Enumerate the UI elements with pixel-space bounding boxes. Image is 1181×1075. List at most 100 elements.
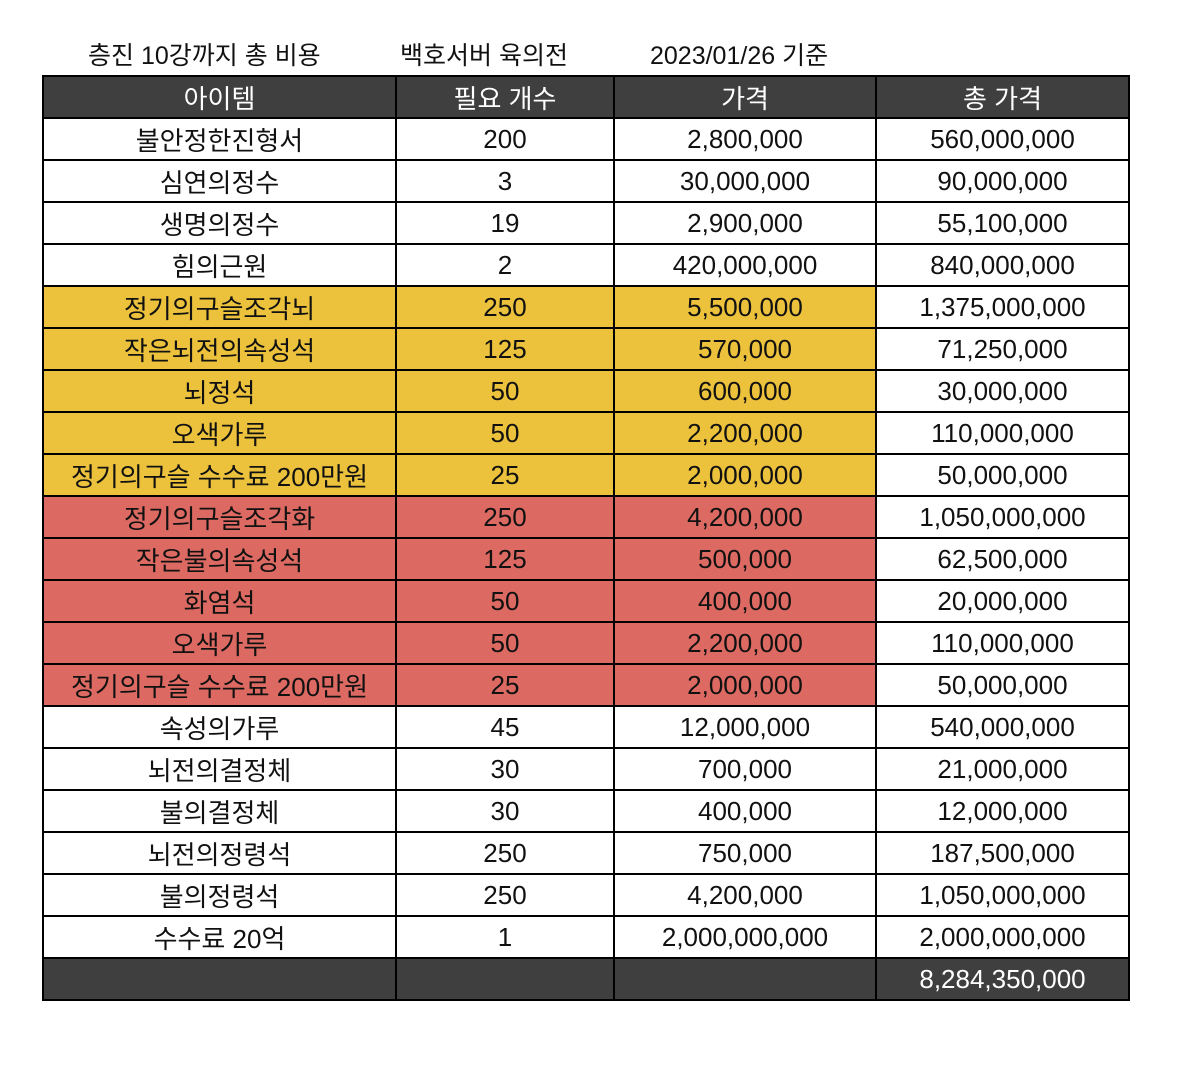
- total-cell: 110,000,000: [875, 411, 1130, 455]
- total-cell: 30,000,000: [875, 369, 1130, 413]
- total-cell: 840,000,000: [875, 243, 1130, 287]
- count-cell: 2: [395, 243, 615, 287]
- item-cell: 뇌전의정령석: [42, 831, 397, 875]
- price-cell: 5,500,000: [613, 285, 877, 329]
- total-cell: 62,500,000: [875, 537, 1130, 581]
- price-cell: 420,000,000: [613, 243, 877, 287]
- item-cell: 힘의근원: [42, 243, 397, 287]
- table-row: 불안정한진형서 200 2,800,000 560,000,000: [42, 117, 1130, 161]
- count-cell: 50: [395, 621, 615, 665]
- header-item: 아이템: [42, 75, 397, 119]
- table-row: 생명의정수 19 2,900,000 55,100,000: [42, 201, 1130, 245]
- count-cell: 250: [395, 285, 615, 329]
- grand-total-cell: 8,284,350,000: [875, 957, 1130, 1001]
- price-cell: 2,000,000: [613, 663, 877, 707]
- count-cell: 25: [395, 663, 615, 707]
- count-cell: 1: [395, 915, 615, 959]
- count-cell: 45: [395, 705, 615, 749]
- table-row: 정기의구슬 수수료 200만원 25 2,000,000 50,000,000: [42, 663, 1130, 707]
- table-row: 불의결정체 30 400,000 12,000,000: [42, 789, 1130, 833]
- item-cell: 정기의구슬조각화: [42, 495, 397, 539]
- item-cell: 생명의정수: [42, 201, 397, 245]
- count-cell: 125: [395, 327, 615, 371]
- count-cell: 125: [395, 537, 615, 581]
- item-cell: 뇌정석: [42, 369, 397, 413]
- total-cell: 20,000,000: [875, 579, 1130, 623]
- price-cell: 400,000: [613, 789, 877, 833]
- total-cell: 71,250,000: [875, 327, 1130, 371]
- count-cell: 25: [395, 453, 615, 497]
- item-cell: 작은뇌전의속성석: [42, 327, 397, 371]
- total-cell: 90,000,000: [875, 159, 1130, 203]
- price-cell: 4,200,000: [613, 873, 877, 917]
- price-cell: 30,000,000: [613, 159, 877, 203]
- table-header-row: 아이템 필요 개수 가격 총 가격: [42, 75, 1130, 119]
- total-cell: 2,000,000,000: [875, 915, 1130, 959]
- footer-empty-price: [613, 957, 877, 1001]
- item-cell: 정기의구슬조각뇌: [42, 285, 397, 329]
- table-row: 속성의가루 45 12,000,000 540,000,000: [42, 705, 1130, 749]
- total-cell: 50,000,000: [875, 663, 1130, 707]
- table-footer-row: 8,284,350,000: [42, 957, 1130, 1001]
- table-row: 불의정령석 250 4,200,000 1,050,000,000: [42, 873, 1130, 917]
- count-cell: 19: [395, 201, 615, 245]
- total-cell: 110,000,000: [875, 621, 1130, 665]
- count-cell: 50: [395, 579, 615, 623]
- total-cell: 50,000,000: [875, 453, 1130, 497]
- item-cell: 속성의가루: [42, 705, 397, 749]
- table-row: 뇌정석 50 600,000 30,000,000: [42, 369, 1130, 413]
- total-cell: 1,375,000,000: [875, 285, 1130, 329]
- header-price: 가격: [613, 75, 877, 119]
- price-cell: 750,000: [613, 831, 877, 875]
- item-cell: 불의정령석: [42, 873, 397, 917]
- footer-empty-item: [42, 957, 397, 1001]
- total-cell: 540,000,000: [875, 705, 1130, 749]
- price-cell: 2,200,000: [613, 621, 877, 665]
- price-cell: 2,200,000: [613, 411, 877, 455]
- item-cell: 심연의정수: [42, 159, 397, 203]
- server-label: 백호서버 육의전: [400, 42, 568, 70]
- item-cell: 뇌전의결정체: [42, 747, 397, 791]
- table-row: 오색가루 50 2,200,000 110,000,000: [42, 411, 1130, 455]
- price-cell: 12,000,000: [613, 705, 877, 749]
- count-cell: 30: [395, 747, 615, 791]
- total-cell: 12,000,000: [875, 789, 1130, 833]
- header-count: 필요 개수: [395, 75, 615, 119]
- price-cell: 400,000: [613, 579, 877, 623]
- date-label: 2023/01/26 기준: [650, 42, 829, 70]
- count-cell: 30: [395, 789, 615, 833]
- total-cell: 21,000,000: [875, 747, 1130, 791]
- table-row: 정기의구슬조각뇌 250 5,500,000 1,375,000,000: [42, 285, 1130, 329]
- price-cell: 700,000: [613, 747, 877, 791]
- table-row: 힘의근원 2 420,000,000 840,000,000: [42, 243, 1130, 287]
- price-cell: 4,200,000: [613, 495, 877, 539]
- price-cell: 2,900,000: [613, 201, 877, 245]
- item-cell: 오색가루: [42, 621, 397, 665]
- price-cell: 2,000,000: [613, 453, 877, 497]
- item-cell: 화염석: [42, 579, 397, 623]
- table-body: 불안정한진형서 200 2,800,000 560,000,000 심연의정수 3 30,0…: [42, 117, 1130, 959]
- price-cell: 600,000: [613, 369, 877, 413]
- table-row: 정기의구슬조각화 250 4,200,000 1,050,000,000: [42, 495, 1130, 539]
- title-bar: 층진 10강까지 총 비용 백호서버 육의전 2023/01/26 기준: [0, 0, 1181, 75]
- count-cell: 200: [395, 117, 615, 161]
- total-cell: 1,050,000,000: [875, 495, 1130, 539]
- price-cell: 500,000: [613, 537, 877, 581]
- page-title: 층진 10강까지 총 비용: [88, 42, 321, 70]
- item-cell: 불의결정체: [42, 789, 397, 833]
- cost-table: 아이템 필요 개수 가격 총 가격 불안정한진형서 200 2,800,000 560…: [42, 75, 1130, 1001]
- item-cell: 수수료 20억: [42, 915, 397, 959]
- item-cell: 정기의구슬 수수료 200만원: [42, 453, 397, 497]
- table-row: 화염석 50 400,000 20,000,000: [42, 579, 1130, 623]
- footer-empty-count: [395, 957, 615, 1001]
- count-cell: 250: [395, 873, 615, 917]
- total-cell: 560,000,000: [875, 117, 1130, 161]
- table-row: 오색가루 50 2,200,000 110,000,000: [42, 621, 1130, 665]
- table-row: 작은뇌전의속성석 125 570,000 71,250,000: [42, 327, 1130, 371]
- table-row: 작은불의속성석 125 500,000 62,500,000: [42, 537, 1130, 581]
- table-row: 수수료 20억 1 2,000,000,000 2,000,000,000: [42, 915, 1130, 959]
- total-cell: 187,500,000: [875, 831, 1130, 875]
- price-cell: 2,800,000: [613, 117, 877, 161]
- table-row: 뇌전의결정체 30 700,000 21,000,000: [42, 747, 1130, 791]
- count-cell: 3: [395, 159, 615, 203]
